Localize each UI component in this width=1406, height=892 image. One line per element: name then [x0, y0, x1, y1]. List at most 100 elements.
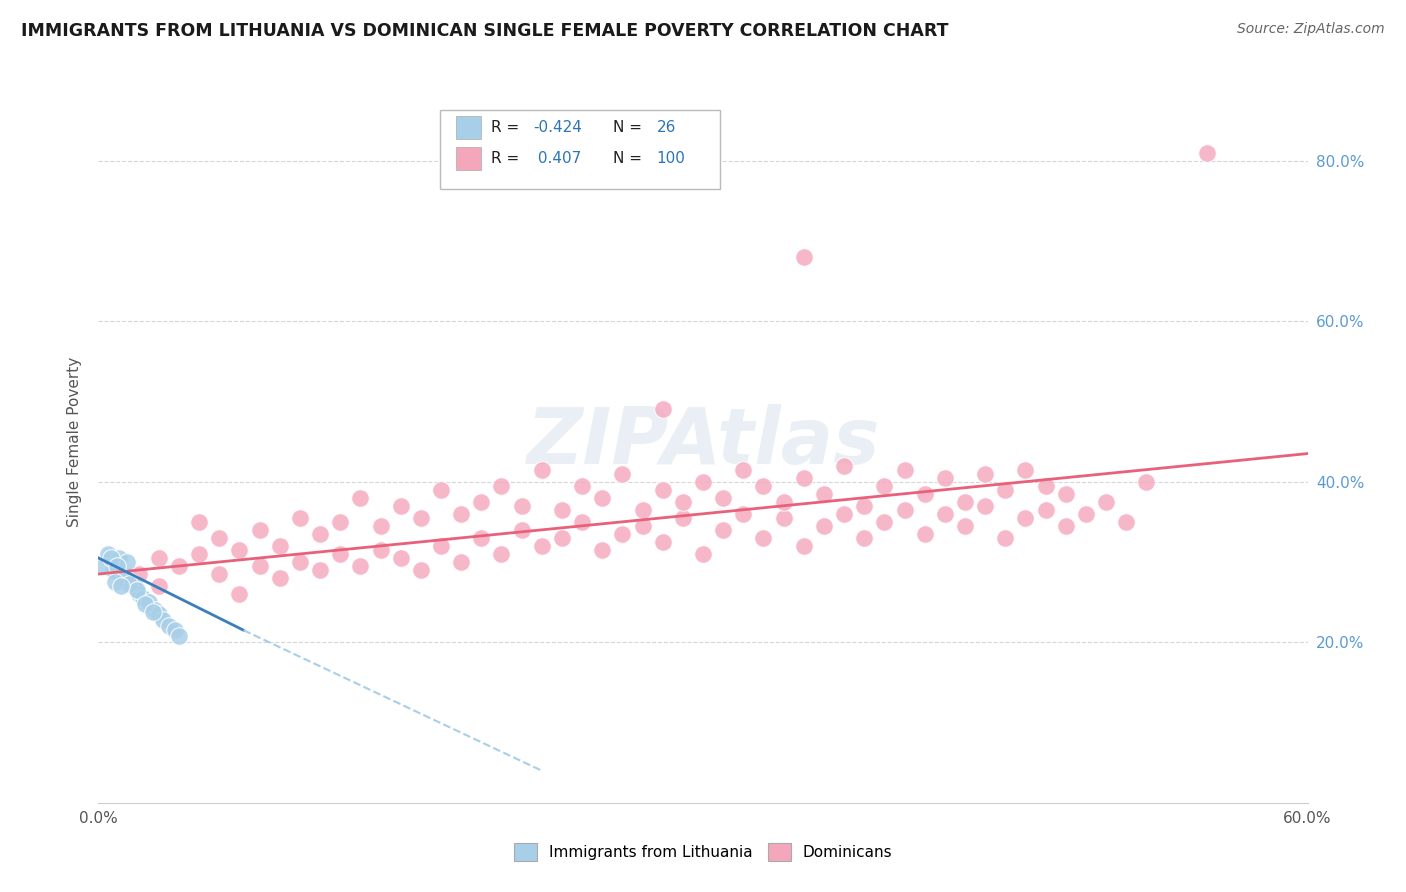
Point: [208, 567, 231, 582]
Point: [571, 515, 593, 529]
Point: [1014, 510, 1036, 524]
Point: [733, 462, 755, 476]
Point: [138, 595, 160, 609]
Point: [1035, 502, 1057, 516]
Point: [893, 502, 915, 516]
Point: [994, 531, 1017, 545]
Point: [853, 531, 876, 545]
Point: [249, 523, 271, 537]
Point: [97, 547, 120, 561]
Point: [157, 619, 180, 633]
Point: [409, 563, 432, 577]
Point: [1054, 486, 1077, 500]
Point: [148, 550, 170, 566]
Point: [1014, 462, 1036, 476]
Point: [269, 539, 291, 553]
Point: [1115, 515, 1137, 529]
Point: [551, 502, 574, 516]
Point: [591, 491, 613, 505]
Point: [148, 579, 170, 593]
Point: [893, 462, 915, 476]
Point: [651, 534, 673, 549]
Point: [651, 402, 673, 417]
Point: [510, 523, 533, 537]
Point: [934, 470, 956, 484]
Point: [101, 563, 124, 577]
Point: [1054, 518, 1077, 533]
Text: N =: N =: [613, 152, 647, 166]
Point: [752, 478, 775, 492]
Point: [510, 499, 533, 513]
Point: [551, 531, 574, 545]
Point: [974, 467, 997, 481]
Point: [288, 510, 311, 524]
Point: [450, 555, 472, 569]
Point: [409, 510, 432, 524]
Point: [631, 518, 654, 533]
Point: [118, 576, 141, 591]
Point: [530, 539, 553, 553]
Text: ZIPAtlas: ZIPAtlas: [526, 403, 880, 480]
Point: [208, 531, 231, 545]
Point: [103, 574, 125, 589]
Point: [631, 502, 654, 516]
Point: [530, 462, 553, 476]
Point: [389, 499, 412, 513]
Y-axis label: Single Female Poverty: Single Female Poverty: [67, 357, 83, 526]
Point: [329, 515, 352, 529]
Point: [591, 542, 613, 557]
Point: [450, 507, 472, 521]
Point: [1035, 478, 1057, 492]
Text: N =: N =: [613, 120, 647, 135]
Point: [873, 478, 896, 492]
Text: 100: 100: [657, 152, 686, 166]
Point: [953, 518, 976, 533]
Point: [167, 629, 190, 643]
Point: [832, 458, 855, 473]
Point: [470, 531, 492, 545]
Point: [114, 571, 136, 585]
Point: [125, 583, 148, 598]
Point: [163, 623, 186, 637]
Point: [491, 478, 513, 492]
Point: [711, 491, 734, 505]
Point: [124, 579, 146, 593]
Point: [430, 539, 453, 553]
Point: [249, 558, 271, 574]
Point: [128, 567, 150, 582]
Point: [974, 499, 997, 513]
Point: [389, 550, 412, 566]
Point: [793, 250, 815, 264]
Point: [772, 510, 794, 524]
Point: [994, 483, 1017, 497]
Point: [152, 613, 174, 627]
Point: [873, 515, 896, 529]
Legend: Immigrants from Lithuania, Dominicans: Immigrants from Lithuania, Dominicans: [508, 837, 898, 867]
Point: [132, 591, 155, 605]
Point: [470, 494, 492, 508]
Point: [813, 518, 835, 533]
Point: [793, 539, 815, 553]
Point: [571, 478, 593, 492]
Point: [772, 494, 794, 508]
Point: [793, 470, 815, 484]
Point: [612, 526, 634, 541]
Text: 26: 26: [657, 120, 676, 135]
Point: [100, 550, 122, 566]
Point: [105, 558, 128, 574]
Point: [167, 558, 190, 574]
Point: [128, 587, 150, 601]
Point: [711, 523, 734, 537]
Point: [188, 547, 211, 561]
Point: [853, 499, 876, 513]
Point: [110, 579, 132, 593]
Point: [953, 494, 976, 508]
Point: [143, 603, 166, 617]
Point: [228, 587, 250, 601]
Point: [692, 547, 714, 561]
Point: [188, 515, 211, 529]
Point: [93, 558, 115, 574]
Point: [1095, 494, 1118, 508]
Point: [309, 526, 332, 541]
Point: [148, 607, 170, 621]
